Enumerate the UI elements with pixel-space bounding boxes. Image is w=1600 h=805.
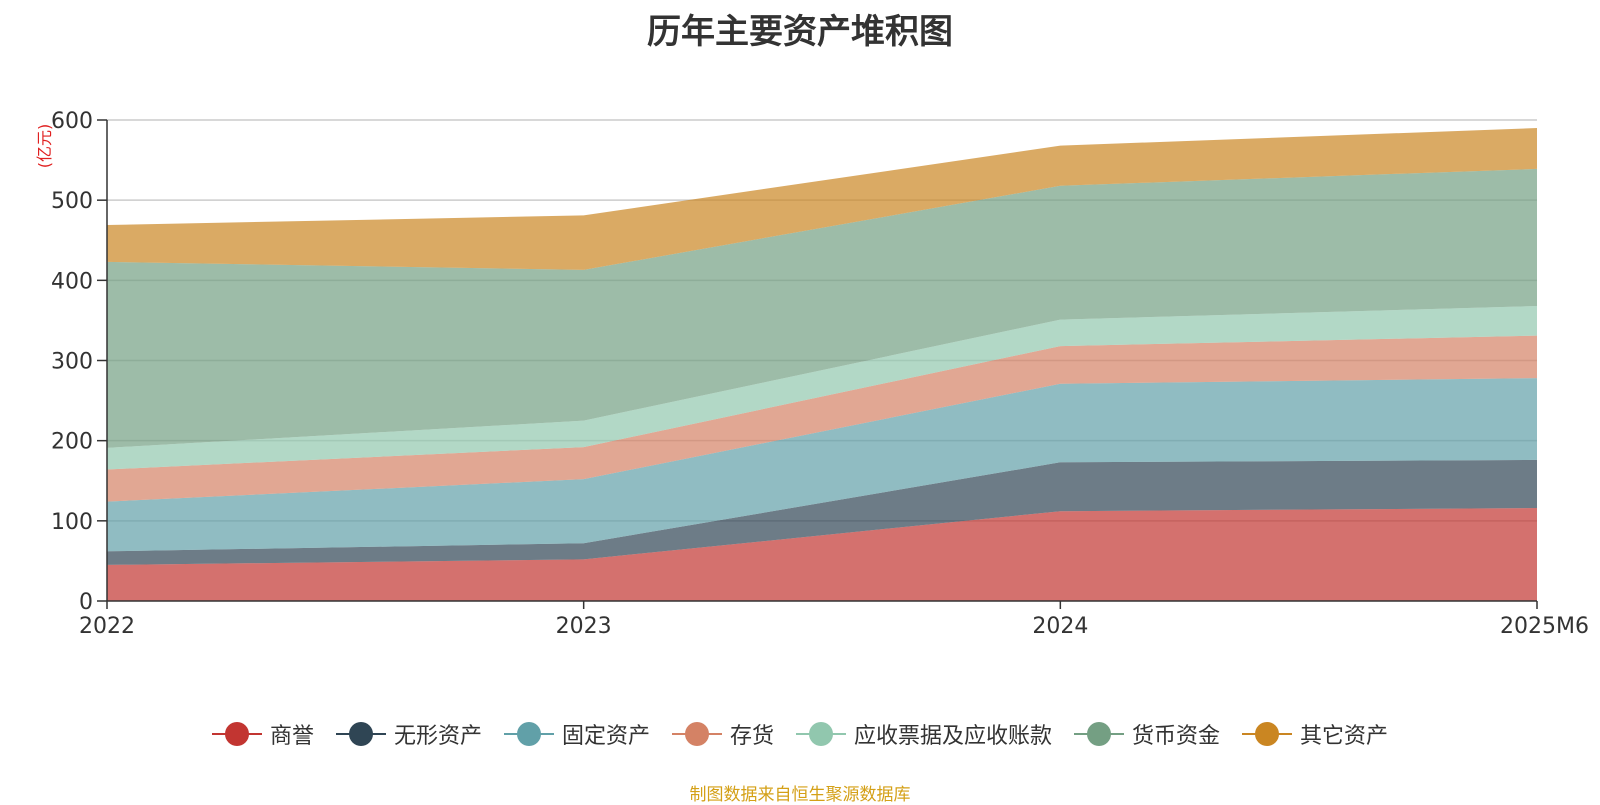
x-tick-label: 2023 <box>556 614 612 639</box>
area-series-1[interactable] <box>107 459 1537 565</box>
legend-label: 商誉 <box>269 724 314 749</box>
stacked-areas <box>107 128 1537 601</box>
legend-label: 其它资产 <box>1300 724 1389 749</box>
legend-item[interactable]: 应收票据及应收账款 <box>796 718 1052 750</box>
area-series-3[interactable] <box>107 335 1537 502</box>
legend-item[interactable]: 货币资金 <box>1074 718 1220 750</box>
legend-item[interactable]: 其它资产 <box>1242 718 1388 750</box>
legend-label: 无形资产 <box>393 724 482 749</box>
area-series-5[interactable] <box>107 168 1537 448</box>
legend-label: 货币资金 <box>1132 724 1221 749</box>
y-tick-label: 600 <box>51 109 93 134</box>
legend-symbol <box>335 722 386 746</box>
legend-item[interactable]: 商誉 <box>211 718 314 750</box>
legend-symbol <box>1074 722 1125 746</box>
y-tick-label: 500 <box>51 189 93 214</box>
legend-item[interactable]: 固定资产 <box>503 718 650 750</box>
x-tick-label: 2022 <box>79 614 135 639</box>
legend-symbol <box>1242 722 1293 746</box>
y-tick-label: 100 <box>51 510 93 535</box>
axes: 0 100 200 300 400 500 600 2022 2023 2024 2025M6 (亿元… <box>35 109 1589 639</box>
legend-symbol <box>503 722 554 746</box>
x-tick-label: 2024 <box>1032 614 1088 639</box>
legend-symbol <box>796 722 846 746</box>
legend-label: 固定资产 <box>561 724 650 749</box>
y-tick-label: 400 <box>51 269 93 294</box>
legend-symbol <box>671 722 722 746</box>
chart-title: 历年主要资产堆积图 <box>647 12 953 52</box>
y-tick-label: 300 <box>51 350 93 375</box>
y-tick-label: 0 <box>79 590 93 615</box>
area-series-4[interactable] <box>107 305 1537 470</box>
legend-label: 存货 <box>729 724 774 749</box>
x-tick-label: 2025M6 <box>1500 614 1589 639</box>
legend: 商誉 无形资产 固定资产 存货 应收票据及应收账款 货币资金 其它资产 <box>0 718 1600 750</box>
legend-item[interactable]: 无形资产 <box>335 718 482 750</box>
legend-symbol <box>211 722 262 746</box>
area-series-2[interactable] <box>107 378 1537 552</box>
y-tick-label: 200 <box>51 430 93 455</box>
legend-item[interactable]: 存货 <box>671 718 774 750</box>
legend-label: 应收票据及应收账款 <box>854 724 1053 749</box>
source-note: 制图数据来自恒生聚源数据库 <box>689 785 911 805</box>
area-series-0[interactable] <box>107 508 1537 601</box>
y-unit-label: (亿元) <box>35 124 54 169</box>
area-series-6[interactable] <box>107 128 1537 270</box>
